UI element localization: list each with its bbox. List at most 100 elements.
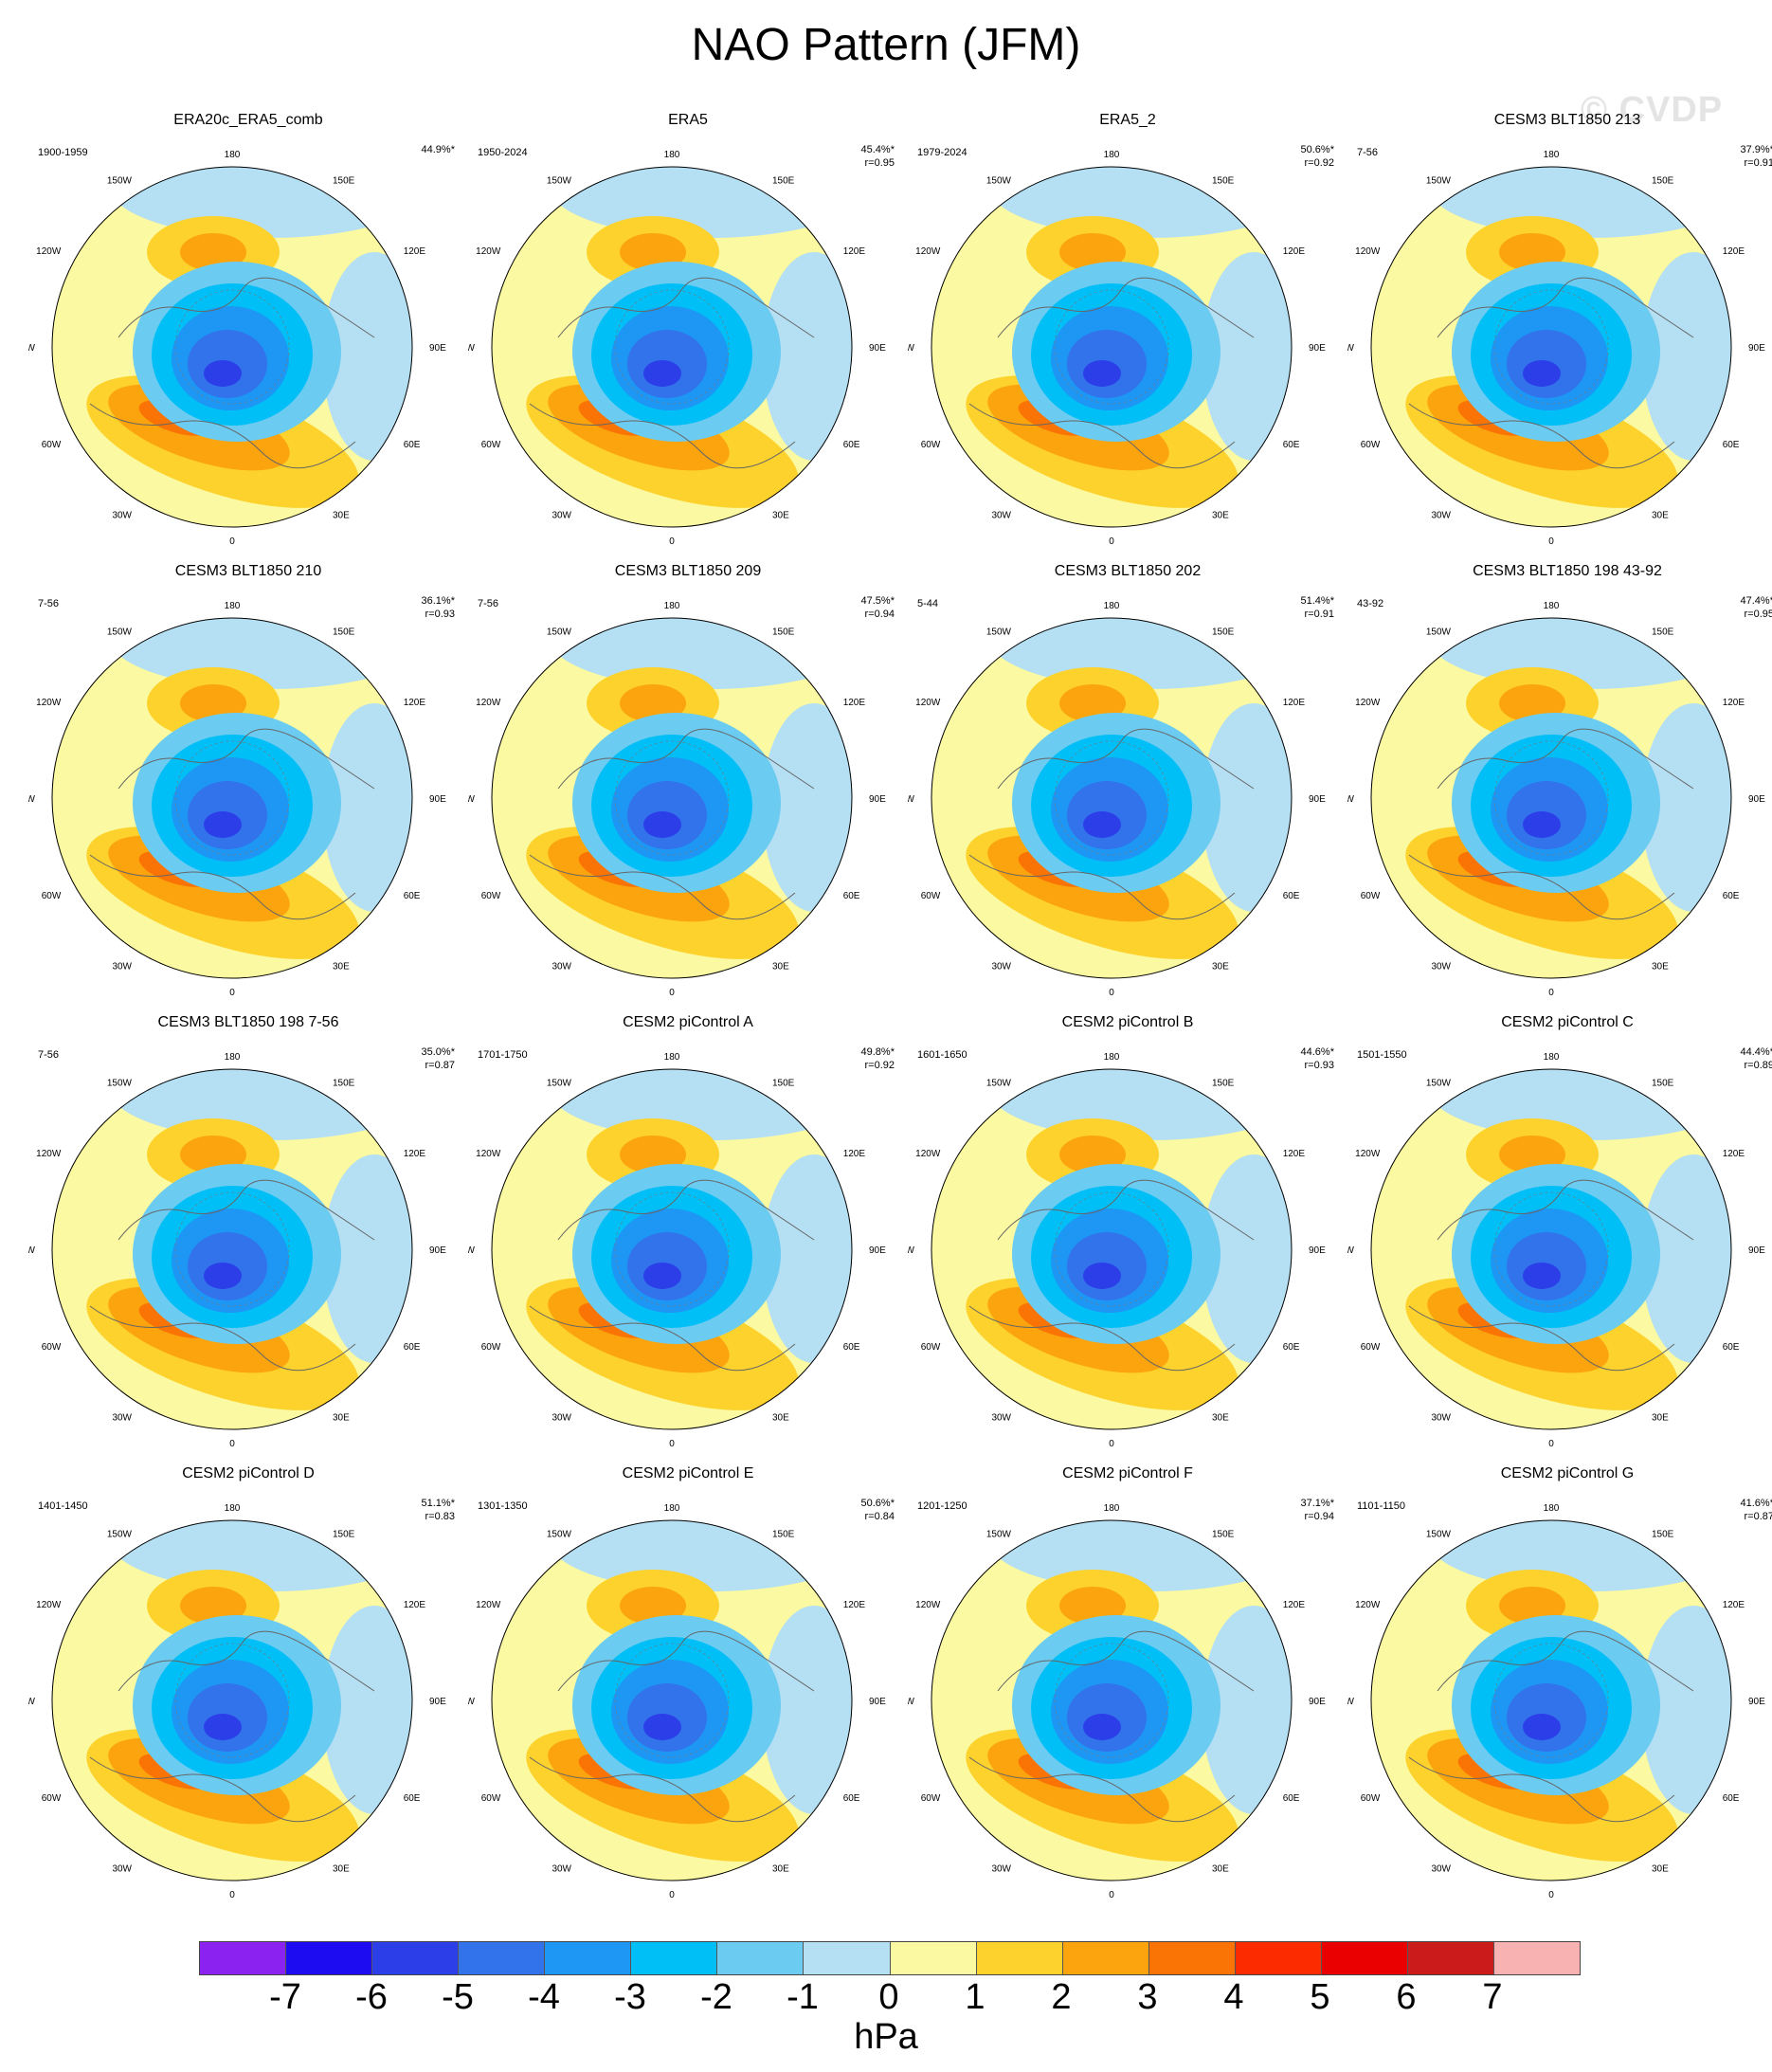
- map-boundary: [51, 617, 413, 979]
- map-boundary: [931, 617, 1293, 979]
- longitude-label: 0: [669, 988, 675, 998]
- longitude-label: 60E: [1723, 1793, 1740, 1804]
- coastline: [997, 1630, 1255, 1692]
- longitude-label: 90W: [1347, 1245, 1355, 1256]
- eurasian-negative-anomaly: [762, 1154, 852, 1363]
- pacific-positive-core: [1059, 233, 1126, 271]
- longitude-label: 180: [225, 1503, 241, 1514]
- colorbar-tick: 6: [1396, 1977, 1417, 2017]
- longitude-label: 150E: [333, 1529, 355, 1539]
- pattern-correlation: r=0.84: [864, 1511, 895, 1522]
- longitude-label: 60W: [481, 440, 501, 450]
- panel-title: CESM2 piControl C: [1501, 1014, 1634, 1030]
- arctic-negative-core: [643, 1263, 681, 1289]
- panel-stats: 50.6%* r=0.84: [861, 1497, 895, 1523]
- longitude-label: 90W: [468, 1245, 476, 1256]
- longitude-label: 90E: [1309, 1697, 1326, 1707]
- coastline: [557, 277, 815, 338]
- coastline: [529, 403, 796, 469]
- explained-variance: 50.6%*: [1300, 144, 1334, 155]
- eurasian-negative-anomaly: [762, 252, 852, 461]
- longitude-label: 60E: [1283, 891, 1300, 901]
- map-panel: 180 150E 120E 90E 60E 30E 0 30W 60W 90W 120W 150W CE…: [28, 1014, 468, 1464]
- map-boundary: [51, 1519, 413, 1881]
- longitude-label: 180: [1544, 1503, 1560, 1514]
- longitude-label: 150E: [1212, 1078, 1235, 1088]
- panel-stats: 35.0%* r=0.87: [422, 1045, 455, 1072]
- longitude-label: 120E: [404, 1600, 426, 1610]
- longitude-label: 90W: [468, 794, 476, 805]
- arctic-negative-core: [1083, 1714, 1121, 1740]
- longitude-label: 90E: [1748, 1697, 1765, 1707]
- panel-period: 1979-2024: [917, 147, 967, 158]
- longitude-label: 90E: [869, 1245, 886, 1256]
- coastline: [968, 1305, 1236, 1372]
- longitude-label: 90E: [429, 1697, 446, 1707]
- panel-period: 7-56: [1357, 147, 1379, 158]
- explained-variance: 45.4%*: [860, 144, 895, 155]
- map-panel: 180 150E 120E 90E 60E 30E 0 30W 60W 90W 120W 150W CE…: [468, 1465, 908, 1916]
- longitude-label: 30E: [1652, 1413, 1669, 1424]
- longitude-label: 90W: [908, 343, 915, 354]
- pacific-positive-core: [1499, 233, 1565, 271]
- eurasian-negative-anomaly: [1202, 703, 1292, 912]
- panel-stats: 41.6%* r=0.87: [1741, 1497, 1772, 1523]
- longitude-label: 60W: [481, 891, 501, 901]
- arctic-negative-core: [1083, 1263, 1121, 1289]
- explained-variance: 36.1%*: [421, 595, 455, 607]
- colorbar-tick: -4: [528, 1977, 560, 2017]
- page-title: NAO Pattern (JFM): [691, 20, 1081, 70]
- explained-variance: 51.4%*: [1300, 595, 1334, 607]
- longitude-label: 30W: [112, 1864, 132, 1875]
- longitude-label: 150W: [986, 1078, 1012, 1088]
- longitude-label: 90W: [908, 794, 915, 805]
- pacific-positive-core: [180, 1136, 246, 1173]
- coastline: [968, 403, 1236, 469]
- longitude-label: 30W: [551, 1864, 571, 1875]
- longitude-label: 30W: [112, 511, 132, 521]
- longitude-label: 60W: [42, 440, 62, 450]
- eurasian-negative-anomaly: [762, 1606, 852, 1814]
- panel-period: 7-56: [38, 598, 60, 609]
- coastline: [997, 728, 1255, 790]
- pacific-negative-anomaly: [109, 618, 412, 689]
- longitude-label: 150E: [1652, 175, 1674, 186]
- longitude-label: 150E: [333, 627, 355, 637]
- coastline: [89, 1756, 356, 1823]
- longitude-label: 30W: [551, 1413, 571, 1424]
- panel-stats: 44.4%* r=0.89: [1741, 1045, 1772, 1072]
- map-boundary: [931, 1519, 1293, 1881]
- eurasian-negative-anomaly: [1641, 703, 1731, 912]
- pattern-correlation: r=0.92: [864, 1060, 895, 1071]
- map-boundary: [51, 166, 413, 528]
- panel-period: 1401-1450: [38, 1500, 88, 1512]
- colorbar-swatch: [890, 1942, 977, 1974]
- explained-variance: 47.5%*: [860, 595, 895, 607]
- eurasian-negative-anomaly: [322, 1606, 412, 1814]
- coastline: [1408, 854, 1675, 920]
- map-boundary: [931, 1068, 1293, 1430]
- longitude-label: 150E: [1212, 175, 1235, 186]
- panel-period: 7-56: [38, 1049, 60, 1061]
- longitude-label: 150W: [547, 627, 572, 637]
- longitude-label: 90E: [869, 343, 886, 354]
- longitude-label: 90W: [908, 1245, 915, 1256]
- colorbar-swatch: [717, 1942, 805, 1974]
- arctic-negative-core: [1083, 811, 1121, 838]
- longitude-label: 0: [1548, 988, 1554, 998]
- longitude-label: 30E: [333, 511, 350, 521]
- coastline: [89, 403, 356, 469]
- longitude-label: 150W: [547, 1529, 572, 1539]
- explained-variance: 35.0%*: [421, 1046, 455, 1058]
- longitude-label: 0: [1109, 536, 1114, 547]
- longitude-label: 30W: [1431, 962, 1451, 972]
- colorbar: [199, 1941, 1581, 1975]
- longitude-label: 180: [1544, 1052, 1560, 1063]
- coastline: [1437, 1630, 1694, 1692]
- longitude-label: 150W: [986, 1529, 1012, 1539]
- colorbar-swatch: [1321, 1942, 1408, 1974]
- longitude-label: 150E: [772, 627, 795, 637]
- longitude-label: 30E: [772, 1864, 789, 1875]
- longitude-label: 120E: [404, 1149, 426, 1159]
- colorbar-swatch: [1062, 1942, 1149, 1974]
